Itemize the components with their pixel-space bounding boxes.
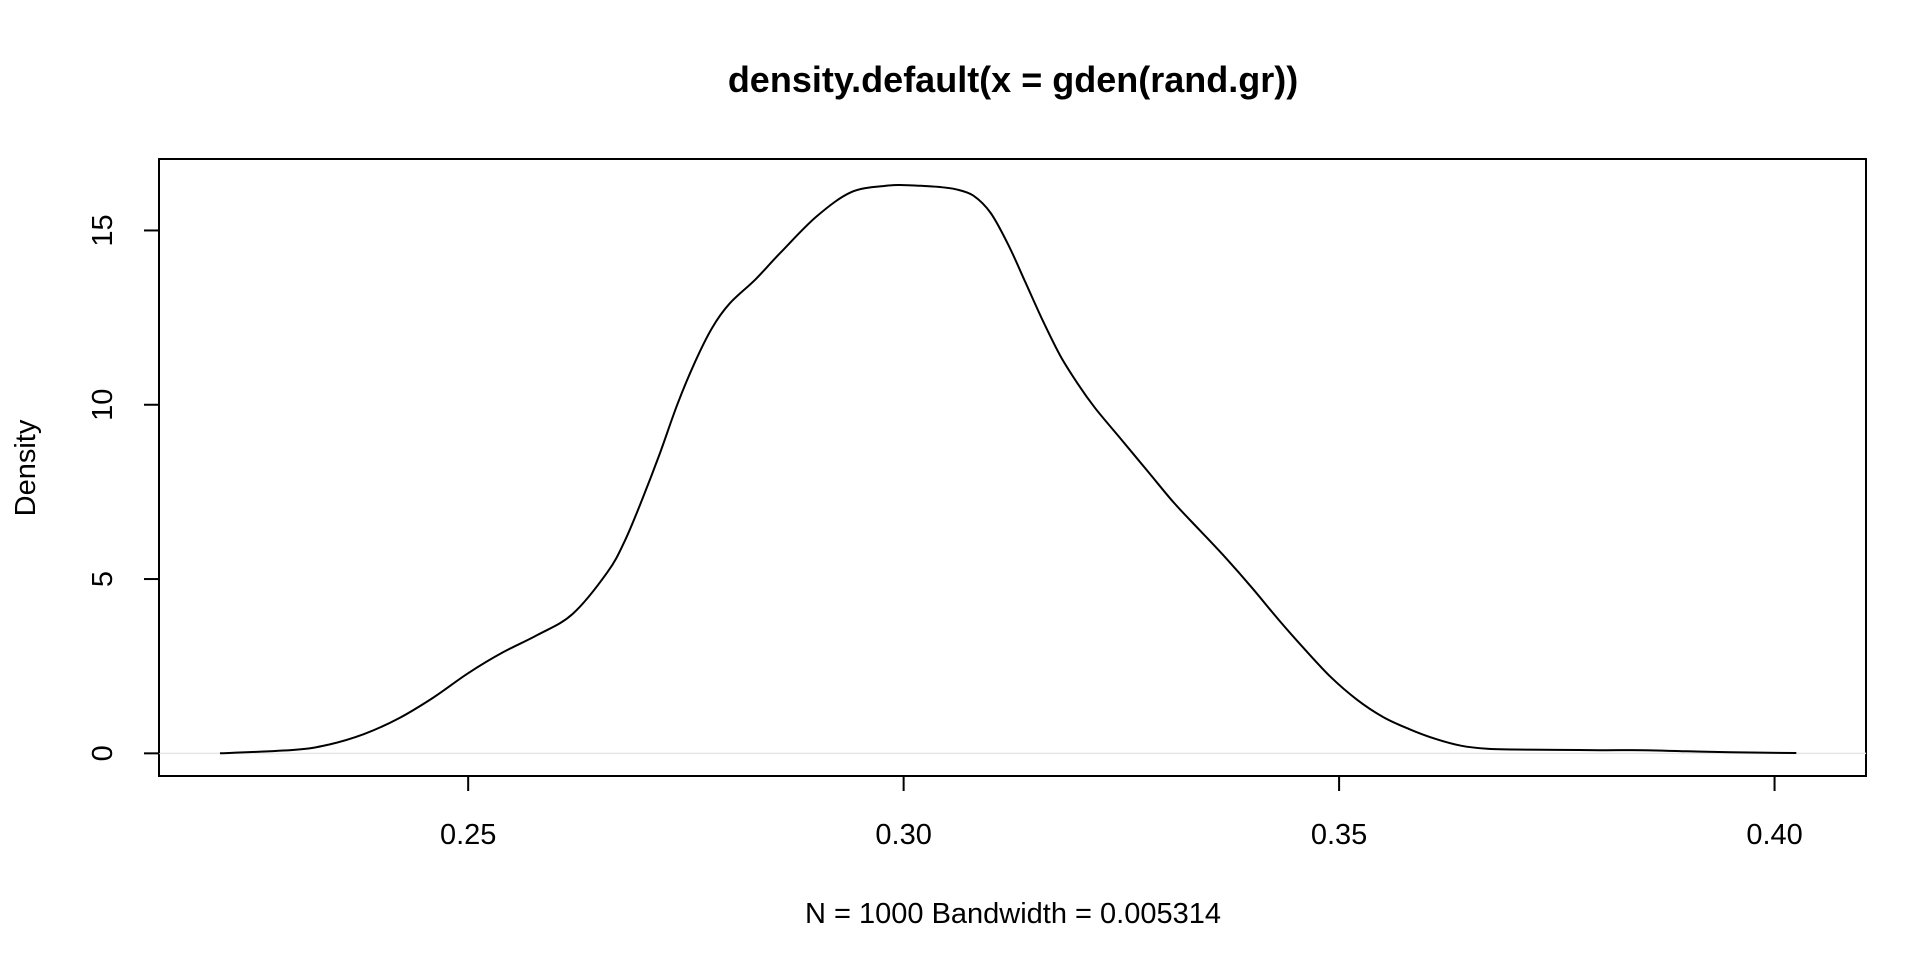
x-axis: 0.25 0.30 0.35 0.40 [440, 775, 1803, 851]
y-axis-label: Density [10, 419, 42, 516]
y-tick-label: 10 [87, 389, 119, 421]
y-tick-label: 5 [87, 571, 119, 587]
x-tick-label: 0.40 [1746, 819, 1802, 851]
x-axis-label: N = 1000 Bandwidth = 0.005314 [805, 898, 1221, 930]
y-tick-label: 15 [87, 214, 119, 246]
x-tick-label: 0.35 [1311, 819, 1367, 851]
density-curve [219, 184, 1797, 755]
y-tick-label: 0 [87, 745, 119, 761]
x-tick-label: 0.25 [440, 819, 496, 851]
x-tick-label: 0.30 [875, 819, 931, 851]
chart-title: density.default(x = gden(rand.gr)) [728, 59, 1298, 100]
y-axis: 0 5 10 15 [87, 214, 160, 761]
